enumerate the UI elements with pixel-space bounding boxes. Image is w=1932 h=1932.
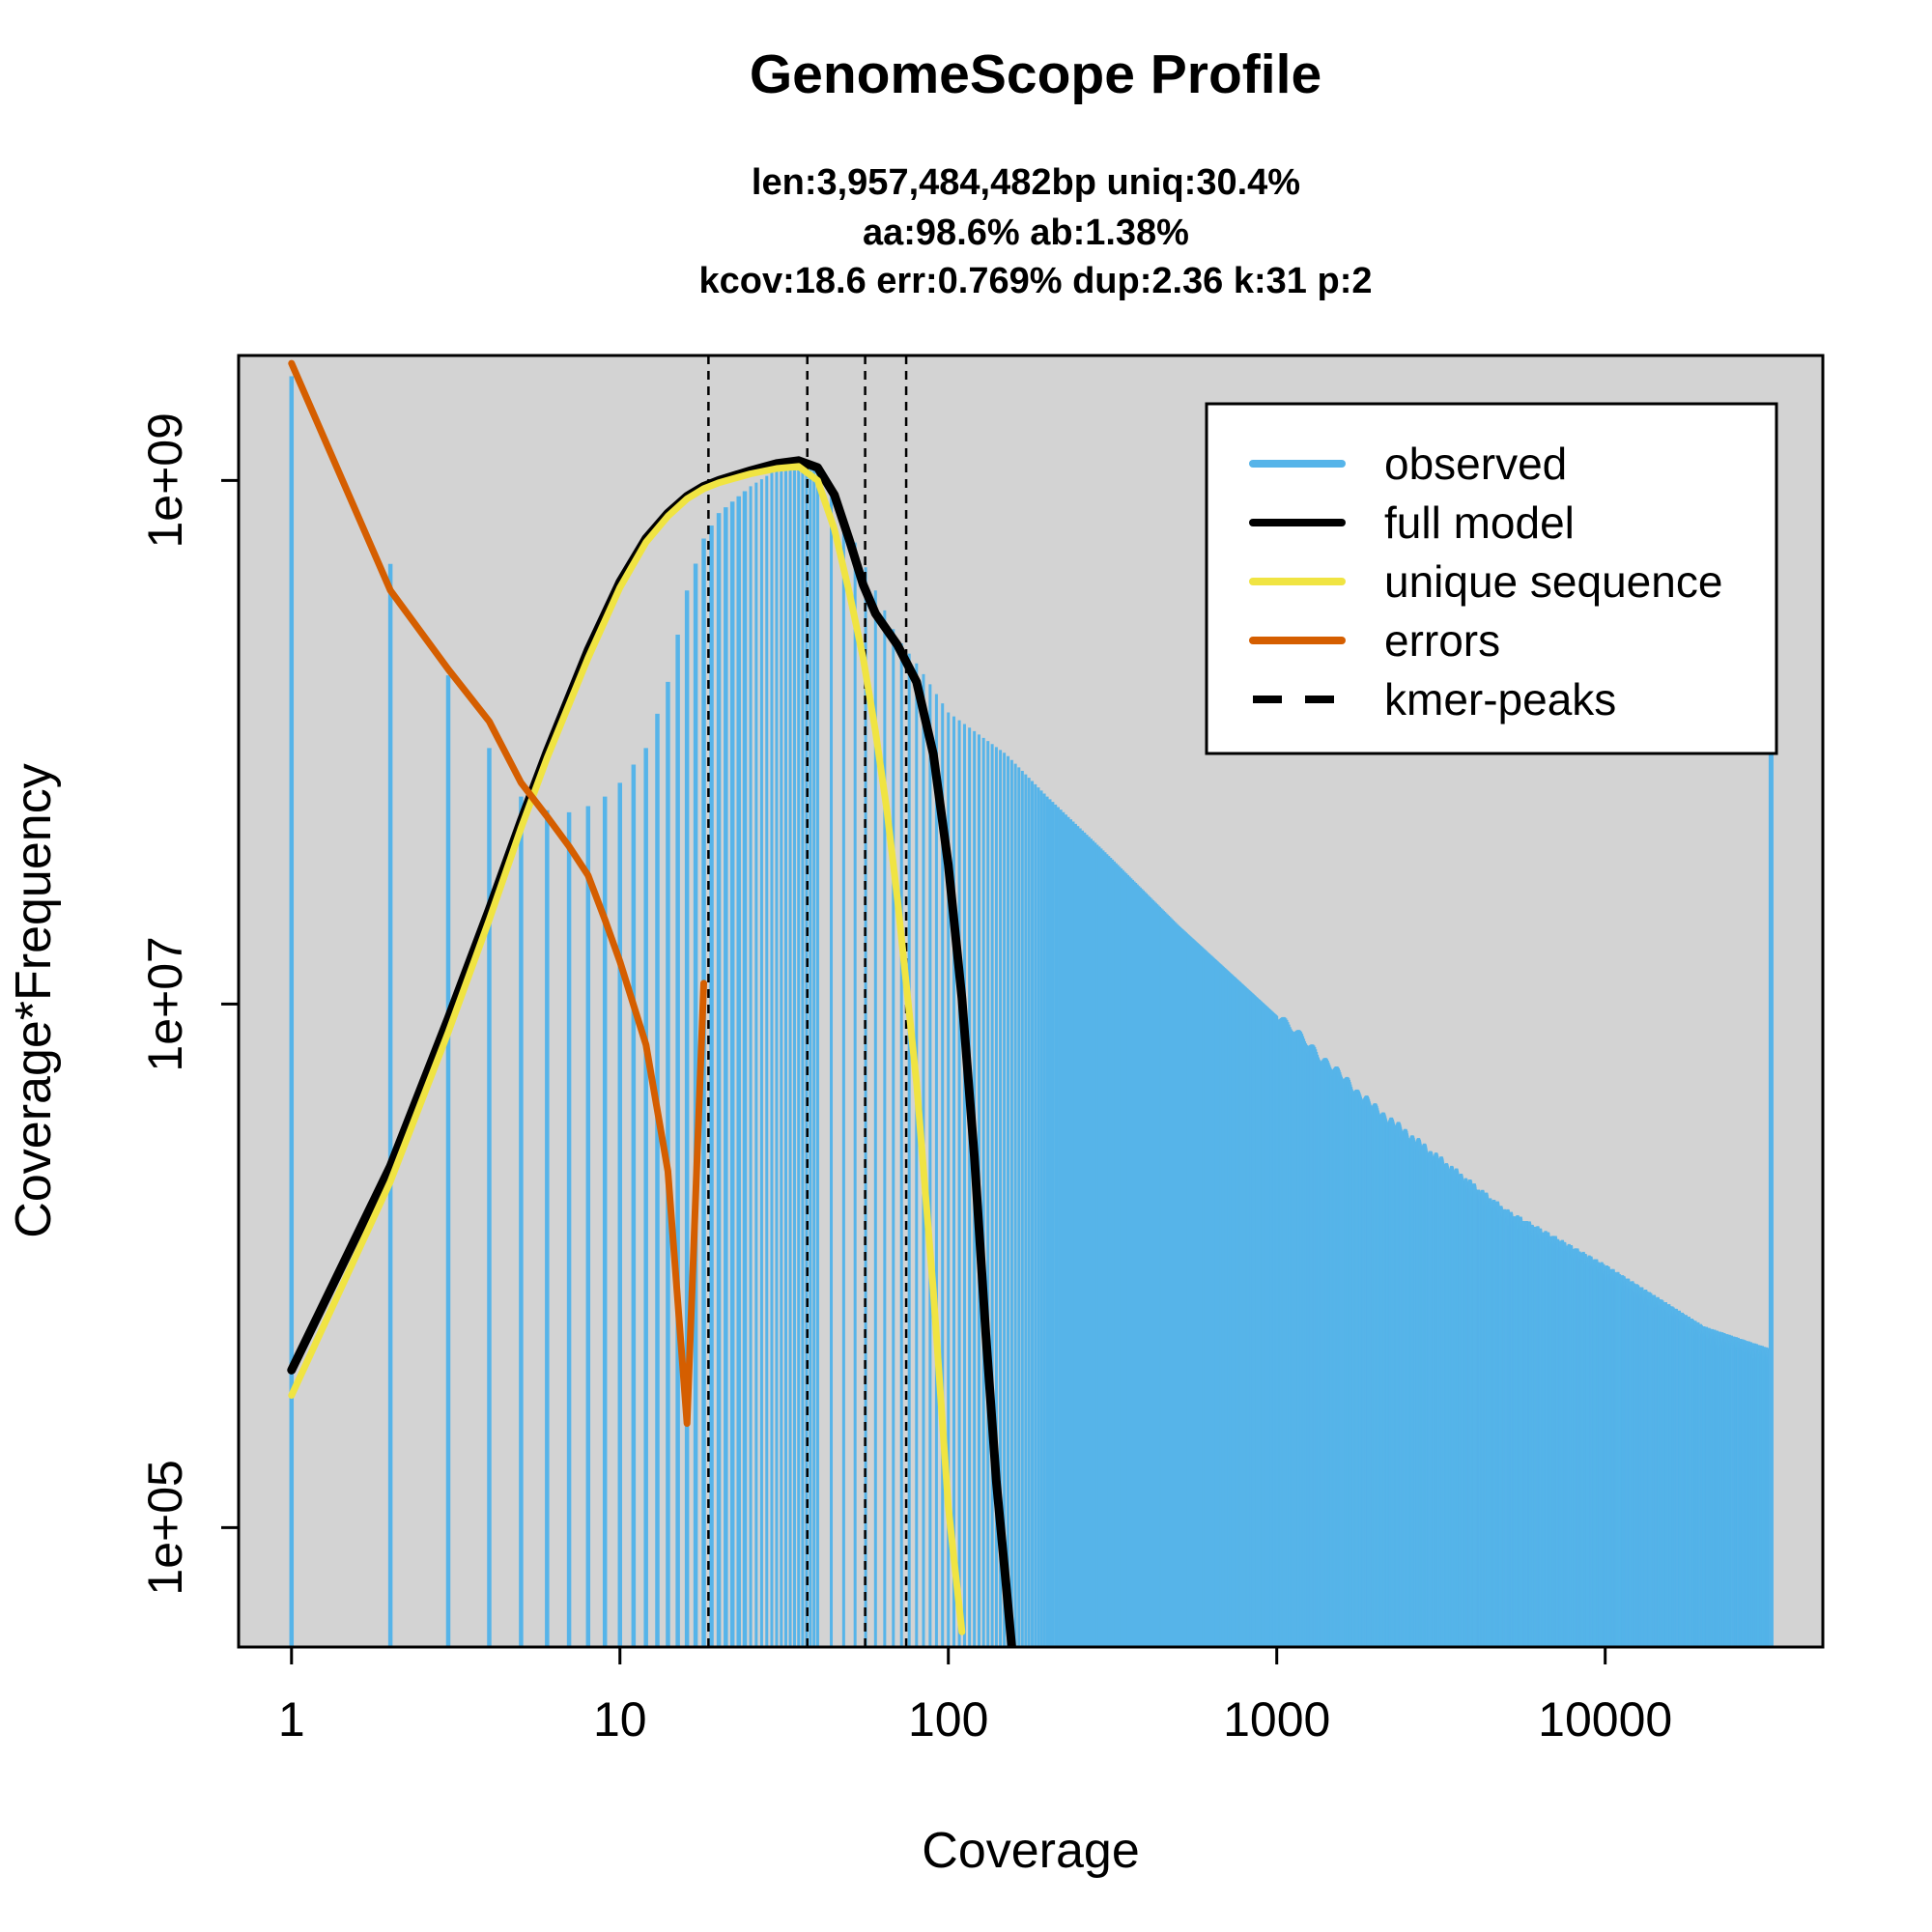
chart-title: GenomeScope Profile [750,43,1321,105]
observed-histogram [289,376,1774,1647]
chart-subtitle-line-2: aa:98.6% ab:1.38% [863,213,1189,253]
chart-subtitle-line-1: len:3,957,484,482bp uniq:30.4% [752,162,1300,203]
chart-subtitle-line-3: kcov:18.6 err:0.769% dup:2.36 k:31 p:2 [698,261,1372,301]
